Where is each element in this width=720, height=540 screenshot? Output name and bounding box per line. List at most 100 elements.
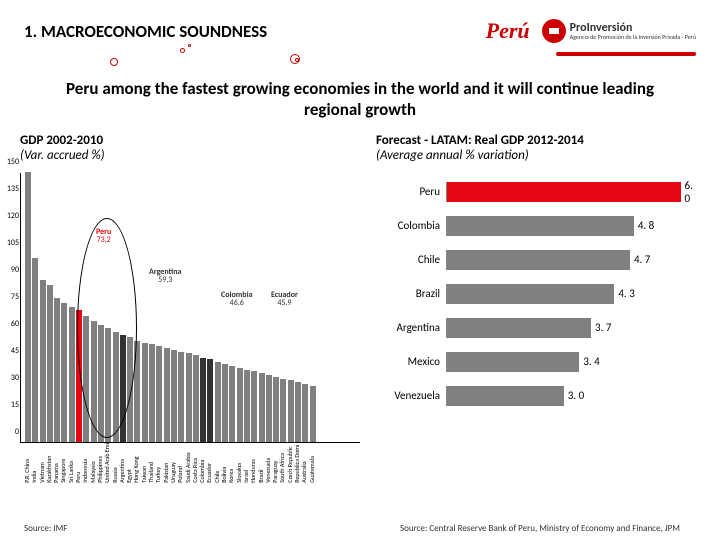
bar (310, 386, 316, 442)
hbar-label: Peru (376, 185, 446, 198)
x-label: Hong Kong (133, 443, 139, 483)
bar (193, 355, 199, 441)
x-label: Saudi Arabia (185, 443, 191, 483)
x-label: United Arab Emi (104, 443, 110, 483)
x-label: Ecuador (206, 443, 212, 483)
chart2-plot: Peru 6. 0 Colombia 4. 8 Chile 4. 7 Brazil 4. 3 A… (376, 175, 700, 413)
y-tick: 75 (0, 292, 19, 302)
bar (259, 373, 265, 441)
hbar-value: 4. 8 (634, 216, 654, 236)
bar (215, 362, 221, 441)
x-label: Israel (243, 443, 249, 483)
hbar (447, 352, 579, 372)
y-tick: 15 (0, 400, 19, 410)
bar (295, 382, 301, 441)
hbar-label: Argentina (376, 321, 446, 334)
proinversion-icon (542, 19, 566, 43)
peru-logo: Perú (486, 18, 530, 44)
logo-group: Perú ProInversiónAgencia de Promoción de… (486, 18, 696, 44)
annotation: Colombia46,6 (221, 291, 253, 309)
hbar-value: 3. 4 (579, 352, 599, 372)
bar (164, 348, 170, 442)
hbar-row: Colombia 4. 8 (376, 209, 700, 243)
hbar-value: 4. 3 (614, 284, 634, 304)
x-label: Russia (112, 443, 118, 483)
annotation: Argentina59,3 (149, 268, 181, 286)
hbar-value: 6. 0 (681, 182, 700, 202)
bar (142, 343, 148, 442)
x-label: Malaysia (90, 443, 96, 483)
y-tick: 90 (0, 265, 19, 275)
x-label: Turkey (155, 443, 161, 483)
x-label: India (31, 443, 37, 483)
proinversion-tag: Agencia de Promoción de la Inversión Pri… (570, 33, 696, 41)
chart1-subtitle: (Var. accrued %) (20, 148, 360, 163)
hbar-row: Mexico 3. 4 (376, 345, 700, 379)
bar (54, 298, 60, 442)
hbar-label: Brazil (376, 287, 446, 300)
y-tick: 60 (0, 319, 19, 329)
x-label: Guatemala (309, 443, 315, 483)
bar (266, 375, 272, 442)
x-label: Indonesia (82, 443, 88, 483)
y-tick: 120 (0, 211, 19, 221)
page-subtitle: Peru among the fastest growing economies… (0, 70, 720, 125)
y-tick: 105 (0, 238, 19, 248)
bar (280, 379, 286, 442)
bar (40, 280, 46, 442)
proinversion-logo: ProInversiónAgencia de Promoción de la I… (542, 19, 696, 43)
y-tick: 150 (0, 157, 19, 167)
hbar-row: Argentina3. 7 (376, 311, 700, 345)
hbar-row: Peru 6. 0 (376, 175, 700, 209)
bar (237, 368, 243, 442)
x-label: Kazakhstan (46, 443, 52, 483)
hbar-value: 4. 7 (630, 250, 650, 270)
x-label: South Africa (279, 443, 285, 483)
x-label: Costa Rica (192, 443, 198, 483)
y-tick: 135 (0, 184, 19, 194)
y-tick: 0 (0, 427, 19, 437)
x-label: Slovakia (236, 443, 242, 483)
x-label: Argentina (119, 443, 125, 483)
x-label: Sri Lanka (68, 443, 74, 483)
bar (149, 344, 155, 441)
y-tick: 45 (0, 346, 19, 356)
hbar (447, 182, 681, 202)
hbar-label: Mexico (376, 355, 446, 368)
bar (32, 258, 38, 442)
bar (61, 303, 67, 442)
y-tick: 30 (0, 373, 19, 383)
x-label: Venezuela (265, 443, 271, 483)
hbar (447, 250, 630, 270)
hbar-label: Chile (376, 253, 446, 266)
hbar-row: Chile 4. 7 (376, 243, 700, 277)
hbar-value: 3. 0 (564, 386, 584, 406)
x-label: Poland (177, 443, 183, 483)
bar (251, 371, 257, 441)
bar (178, 352, 184, 442)
x-label: Vietnam (39, 443, 45, 483)
bar (229, 366, 235, 442)
hbar (447, 216, 634, 236)
hbar-label: Colombia (376, 219, 446, 232)
hbar-row: Venezuela 3. 0 (376, 379, 700, 413)
bar (25, 172, 31, 442)
bar (200, 358, 206, 442)
bar (156, 346, 162, 441)
bar (273, 377, 279, 442)
bar (302, 384, 308, 442)
hbar (447, 318, 591, 338)
x-label: Brazil (258, 443, 264, 483)
hbar (447, 284, 614, 304)
chart2-title: Forecast - LATAM: Real GDP 2012-2014 (376, 133, 700, 148)
bar (222, 364, 228, 441)
bar (244, 370, 250, 442)
section-title: 1. MACROECONOMIC SOUNDNESS (24, 21, 267, 42)
hbar-label: Venezuela (376, 389, 446, 402)
bar (186, 353, 192, 441)
chart2-subtitle: (Average annual % variation) (376, 148, 700, 163)
x-label: Taiwan (141, 443, 147, 483)
bar (207, 359, 213, 442)
x-label: Pakistan (163, 443, 169, 483)
x-label: Australia (301, 443, 307, 483)
